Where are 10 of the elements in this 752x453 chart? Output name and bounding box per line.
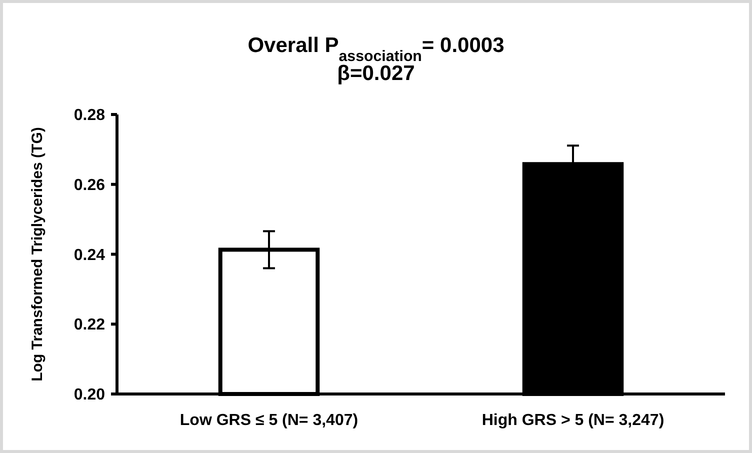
y-tick-label: 0.22 [74,316,106,334]
x-tick-label: Low GRS ≤ 5 (N= 3,407) [180,412,358,429]
y-tick-label: 0.20 [74,386,106,404]
chart-subtitle: β=0.027 [337,62,415,85]
chart-title: Overall P$_{association}$= 0.0003 [248,34,504,64]
x-tick-label: High GRS > 5 (N= 3,247) [482,412,664,429]
y-tick-label: 0.26 [74,176,106,194]
y-tick-label: 0.28 [74,107,106,124]
y-tick-label: 0.24 [74,246,106,264]
y-axis-title: Log Transformed Triglycerides (TG) [29,127,46,382]
